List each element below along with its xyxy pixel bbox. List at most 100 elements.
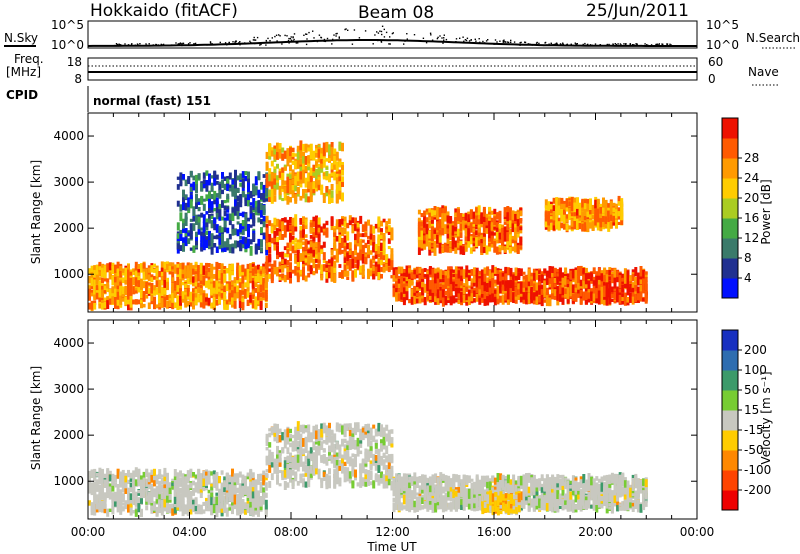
heatmap-cell xyxy=(294,214,298,225)
heatmap-cell xyxy=(98,277,102,281)
heatmap-cell xyxy=(134,278,138,283)
heatmap-cell xyxy=(304,165,308,172)
heatmap-cell xyxy=(421,298,425,303)
heatmap-cell xyxy=(176,302,180,310)
heatmap-cell xyxy=(563,209,566,219)
heatmap-cell xyxy=(436,240,440,244)
heatmap-cell xyxy=(467,236,471,243)
heatmap-cell xyxy=(202,172,206,179)
heatmap-cell xyxy=(629,294,633,303)
heatmap-cell xyxy=(390,251,394,261)
heatmap-cell xyxy=(558,295,562,300)
noise-dot xyxy=(380,41,383,43)
heatmap-cell xyxy=(307,144,311,148)
heatmap-cell xyxy=(200,233,204,242)
heatmap-cell xyxy=(462,286,466,295)
heatmap-cell xyxy=(160,286,164,295)
heatmap-cell xyxy=(560,208,564,214)
noise-dot xyxy=(323,38,326,41)
heatmap-cell xyxy=(369,270,373,277)
heatmap-cell xyxy=(312,172,316,176)
heatmap-cell xyxy=(415,287,419,291)
heatmap-cell xyxy=(475,267,479,278)
heatmap-cell xyxy=(361,257,365,262)
heatmap-cell xyxy=(410,296,414,305)
heatmap-cell xyxy=(486,296,490,306)
noise-dot xyxy=(290,36,292,38)
heatmap-cell xyxy=(346,276,350,280)
heatmap-cell xyxy=(558,297,562,302)
heatmap-cell xyxy=(304,254,308,258)
noise-dot xyxy=(118,44,120,46)
heatmap-cell xyxy=(259,283,263,288)
heatmap-cell xyxy=(612,207,616,213)
heatmap-cell xyxy=(241,178,245,189)
heatmap-cell xyxy=(573,197,577,206)
heatmap-cell xyxy=(473,290,477,297)
heatmap-cell xyxy=(199,290,203,297)
heatmap-cell xyxy=(192,301,195,307)
noise-dot xyxy=(650,44,653,46)
heatmap-cell xyxy=(124,270,128,281)
heatmap-cell xyxy=(140,303,143,309)
heatmap-cell xyxy=(93,493,97,498)
heatmap-cell xyxy=(262,216,266,222)
heatmap-cell xyxy=(456,208,460,213)
heatmap-cell xyxy=(215,280,219,289)
power-colorbar-label: 16 xyxy=(744,211,759,225)
heatmap-cell xyxy=(234,199,237,209)
heatmap-cell xyxy=(90,483,94,487)
heatmap-cell xyxy=(400,292,404,300)
heatmap-cell xyxy=(182,242,185,252)
heatmap-cell xyxy=(307,261,311,271)
noise-dot xyxy=(351,43,354,45)
heatmap-cell xyxy=(210,194,214,200)
heatmap-cell xyxy=(441,284,445,292)
heatmap-cell xyxy=(296,272,300,283)
heatmap-cell xyxy=(218,209,222,218)
heatmap-cell xyxy=(561,290,565,300)
heatmap-cell xyxy=(596,211,600,221)
heatmap-cell xyxy=(179,296,182,306)
heatmap-cell xyxy=(249,205,253,214)
heatmap-cell xyxy=(281,221,285,231)
heatmap-cell xyxy=(286,148,290,155)
heatmap-cell xyxy=(367,270,370,276)
heatmap-cell xyxy=(233,301,237,309)
heatmap-cell xyxy=(103,297,107,301)
heatmap-cell xyxy=(351,225,355,234)
heatmap-cell xyxy=(438,207,442,216)
heatmap-cell xyxy=(397,279,401,284)
noise-dot xyxy=(656,43,658,46)
heatmap-cell xyxy=(475,276,479,287)
heatmap-cell xyxy=(88,275,91,284)
heatmap-cell xyxy=(496,294,500,303)
heatmap-cell xyxy=(380,260,383,266)
heatmap-cell xyxy=(294,175,298,186)
heatmap-cell xyxy=(460,292,464,300)
noise-panel: N.Sky 10^5 10^0 10^5 10^0 N.Search xyxy=(4,18,800,52)
heatmap-cell xyxy=(195,201,198,209)
heatmap-cell xyxy=(289,197,292,203)
heatmap-cell xyxy=(260,208,263,218)
heatmap-cell xyxy=(108,271,112,280)
heatmap-cell xyxy=(289,245,292,252)
heatmap-cell xyxy=(155,267,159,277)
heatmap-cell xyxy=(426,277,430,284)
heatmap-cell xyxy=(194,274,198,282)
heatmap-cell xyxy=(283,180,287,189)
heatmap-cell xyxy=(563,214,566,224)
heatmap-cell xyxy=(192,181,196,191)
heatmap-cell xyxy=(478,270,482,275)
heatmap-cell xyxy=(238,298,242,308)
heatmap-cell xyxy=(294,160,298,169)
heatmap-cell xyxy=(194,292,198,298)
heatmap-cell xyxy=(317,259,321,264)
heatmap-cell xyxy=(309,253,313,263)
noise-dot xyxy=(636,43,638,46)
heatmap-cell xyxy=(307,196,311,203)
heatmap-cell xyxy=(218,291,221,297)
heatmap-cell xyxy=(387,262,391,273)
heatmap-cell xyxy=(367,254,370,259)
